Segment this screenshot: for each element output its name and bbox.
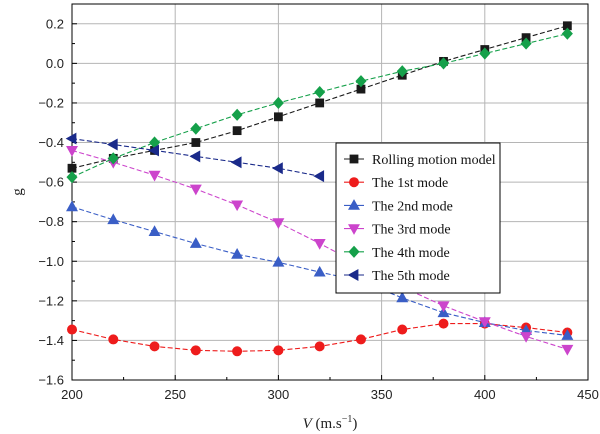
legend-label: The 3rd mode: [372, 223, 451, 238]
data-point: [65, 132, 77, 145]
data-point: [396, 291, 409, 303]
data-point: [148, 170, 161, 182]
data-point: [561, 27, 573, 40]
series-5: [66, 27, 573, 184]
data-point: [561, 344, 574, 356]
y-tick-label: 0.0: [46, 56, 64, 71]
data-point: [190, 345, 201, 356]
series-2: [67, 318, 573, 357]
data-point: [437, 57, 450, 70]
legend: Rolling motion model The 1st mode The 2nd …: [335, 142, 501, 294]
y-tick-label: −0.2: [38, 95, 64, 110]
data-point: [272, 218, 285, 229]
x-tick-label: 200: [61, 387, 83, 402]
y-tick-label: −0.4: [38, 135, 64, 150]
data-point: [355, 334, 366, 345]
legend-marker: [348, 199, 360, 210]
y-tick-label: −1.4: [38, 333, 64, 348]
data-point: [561, 329, 574, 340]
legend-label: The 5th mode: [372, 269, 450, 284]
data-point: [231, 108, 243, 121]
x-tick-label: 350: [371, 387, 393, 402]
data-point: [66, 171, 78, 184]
data-point: [272, 255, 285, 267]
data-point: [273, 112, 283, 122]
data-point: [314, 341, 325, 352]
data-point: [478, 317, 491, 328]
data-point: [107, 213, 120, 225]
data-point: [232, 346, 243, 357]
data-point: [149, 341, 160, 352]
y-tick-label: −0.6: [38, 175, 64, 190]
y-tick-label: −1.2: [38, 293, 64, 308]
data-point: [479, 47, 491, 60]
x-axis-label: V (m.s−1): [303, 414, 358, 432]
data-point: [273, 345, 284, 356]
y-axis-label: g: [10, 188, 26, 196]
x-tick-label: 450: [577, 387, 599, 402]
data-point: [272, 96, 284, 110]
data-point: [438, 318, 449, 329]
data-point: [397, 324, 408, 335]
data-point: [189, 237, 202, 248]
data-point: [148, 225, 161, 236]
legend-box: [335, 142, 501, 294]
legend-label: Rolling motion model: [372, 153, 496, 168]
data-point: [232, 126, 242, 136]
data-point: [272, 162, 283, 175]
x-tick-label: 250: [164, 387, 186, 402]
x-axis-label-close: ): [352, 416, 357, 432]
axis-ticks: 200 250 300 350 400 450 0.2 0.0 −0.2 −0.4 −0.6 −0.8…: [38, 3, 599, 402]
data-point: [520, 332, 533, 343]
legend-marker: [348, 245, 360, 258]
data-point: [107, 152, 119, 165]
series-6: [65, 132, 325, 183]
data-point: [67, 163, 77, 173]
y-tick-label: −1.0: [38, 254, 64, 269]
y-tick-label: 0.2: [46, 16, 64, 31]
data-point: [148, 144, 159, 157]
plot-frame: [71, 3, 589, 381]
data-point: [191, 138, 201, 147]
legend-marker: [349, 154, 359, 164]
legend-marker: [348, 177, 359, 188]
data-point: [106, 138, 118, 151]
data-point: [313, 170, 325, 183]
x-tick-label: 300: [268, 387, 290, 402]
x-axis-label-symbol: V: [303, 416, 314, 432]
data-point: [230, 156, 242, 169]
legend-label: The 1st mode: [372, 176, 448, 191]
grid-lines: [72, 4, 588, 380]
x-axis-label-superscript: −1: [342, 414, 353, 425]
data-point: [314, 85, 326, 99]
y-tick-label: −1.6: [38, 373, 64, 388]
data-point: [396, 65, 408, 78]
data-point: [66, 200, 78, 212]
data-point: [189, 150, 201, 163]
data-point: [190, 122, 202, 135]
data-point: [231, 248, 244, 259]
x-tick-label: 400: [474, 387, 496, 402]
data-point: [66, 146, 78, 157]
legend-marker: [347, 269, 359, 281]
data-point: [315, 98, 325, 108]
data-point: [437, 301, 450, 313]
data-point: [355, 75, 367, 88]
legend-label: The 4th mode: [372, 246, 450, 261]
legend-marker: [348, 224, 360, 235]
data-point: [313, 239, 326, 250]
data-point: [520, 37, 532, 50]
data-point: [189, 184, 202, 196]
legend-label: The 2nd mode: [372, 199, 453, 214]
data-point: [231, 200, 244, 212]
data-point: [313, 265, 326, 277]
y-tick-label: −0.8: [38, 214, 64, 229]
data-point: [108, 334, 119, 345]
data-point: [67, 324, 78, 335]
x-axis-label-unit: (m.s: [312, 416, 342, 432]
